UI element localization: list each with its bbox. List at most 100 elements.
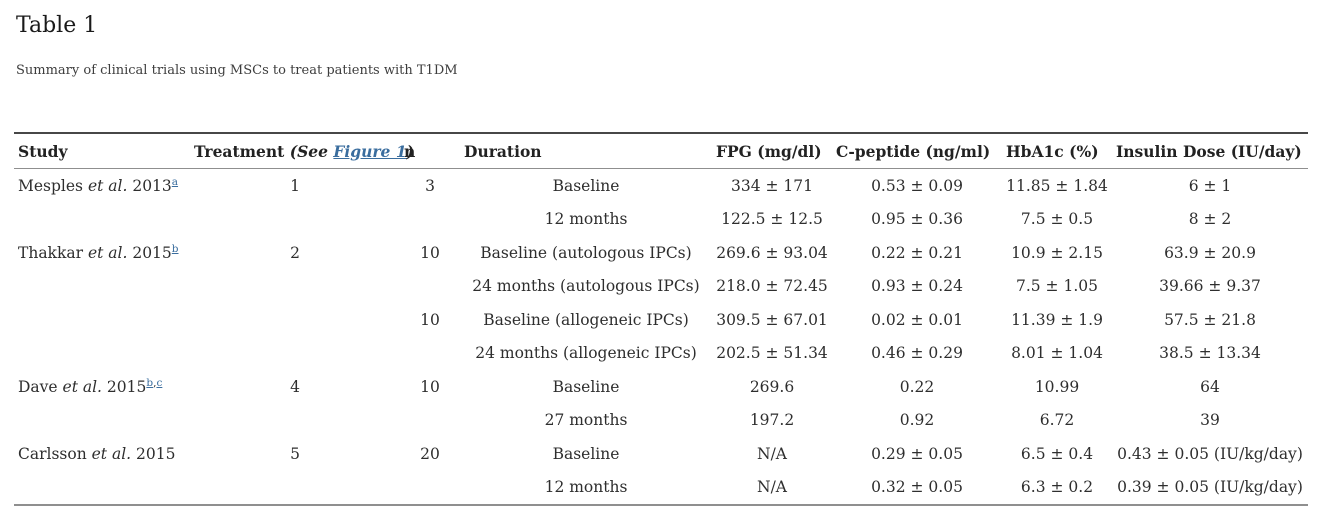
n-cell: [400, 337, 460, 371]
footnote-separator: ,: [153, 376, 157, 389]
duration-cell: 24 months (allogeneic IPCs): [475, 344, 697, 363]
header-row: Study Treatment (See Figure 1) n Duratio…: [14, 133, 1308, 169]
footnote-marker: a: [172, 176, 178, 188]
n-cell: 10: [420, 310, 440, 329]
treatment-cell: 2: [290, 243, 300, 262]
duration-cell: Baseline: [552, 377, 620, 396]
column-header-duration: Duration: [460, 133, 712, 169]
footnote-link-b[interactable]: b: [171, 242, 179, 255]
table-row: 10 Baseline (allogeneic IPCs) 309.5 ± 67.0…: [14, 303, 1308, 337]
study-cell: [14, 404, 190, 438]
column-header-study-label: Study: [18, 141, 68, 161]
duration-cell: Baseline: [552, 444, 620, 463]
cpeptide-cell: 0.29 ± 0.05: [871, 444, 963, 463]
study-year: 2015: [127, 243, 172, 262]
n-cell: 10: [420, 243, 440, 262]
fpg-cell: 334 ± 171: [730, 176, 813, 195]
treatment-cell: [190, 270, 400, 304]
treatment-cell: [190, 303, 400, 337]
n-cell: [400, 270, 460, 304]
treatment-see-text: (See: [289, 141, 334, 161]
insulin-dose-cell: 39: [1200, 411, 1220, 430]
hba1c-cell: 10.99: [1034, 377, 1080, 396]
study-year: 2015: [131, 444, 176, 463]
study-cell: [14, 203, 190, 237]
fpg-cell: 269.6 ± 93.04: [716, 243, 828, 262]
duration-cell: 12 months: [544, 478, 628, 497]
fpg-cell: 218.0 ± 72.45: [716, 277, 828, 296]
hba1c-cell: 11.85 ± 1.84: [1006, 176, 1108, 195]
treatment-cell: 4: [290, 377, 300, 396]
study-year: 2015: [102, 377, 147, 396]
footnote-marker: b: [146, 377, 153, 389]
fpg-cell: 122.5 ± 12.5: [721, 210, 823, 229]
study-year: 2013: [127, 176, 172, 195]
column-header-cpeptide: C-peptide (ng/ml): [832, 133, 1002, 169]
study-author: Dave: [18, 377, 63, 396]
duration-cell: Baseline: [552, 176, 620, 195]
study-author: Mesples: [18, 176, 88, 195]
duration-cell: 24 months (autologous IPCs): [472, 277, 700, 296]
hba1c-cell: 6.5 ± 0.4: [1020, 444, 1094, 463]
study-cell: Mesples et al. 2013a: [14, 169, 190, 203]
cpeptide-cell: 0.95 ± 0.36: [871, 210, 963, 229]
treatment-cell: [190, 203, 400, 237]
cpeptide-cell: 0.53 ± 0.09: [871, 176, 963, 195]
insulin-dose-cell: 64: [1200, 377, 1220, 396]
study-etal: et al.: [87, 176, 128, 195]
footnote-link-b[interactable]: b: [146, 376, 154, 389]
table-row: 12 months N/A 0.32 ± 0.05 6.3 ± 0.2 0.39 ± 0…: [14, 471, 1308, 506]
insulin-dose-cell: 8 ± 2: [1188, 210, 1232, 229]
cpeptide-cell: 0.22: [899, 377, 935, 396]
insulin-dose-cell: 38.5 ± 13.34: [1159, 344, 1261, 363]
insulin-dose-cell: 0.39 ± 0.05 (IU/kg/day): [1117, 478, 1303, 497]
treatment-cell: [190, 404, 400, 438]
treatment-label: Treatment: [194, 141, 290, 161]
fpg-cell: N/A: [757, 478, 787, 497]
column-header-n-label: n: [404, 141, 416, 161]
page-title: Table 1: [16, 13, 98, 38]
n-cell: [400, 404, 460, 438]
cpeptide-cell: 0.02 ± 0.01: [871, 310, 963, 329]
column-header-duration-label: Duration: [464, 141, 542, 161]
footnote-marker: b: [172, 243, 179, 255]
study-etal: et al.: [87, 243, 128, 262]
hba1c-cell: 8.01 ± 1.04: [1011, 344, 1103, 363]
insulin-dose-cell: 39.66 ± 9.37: [1159, 277, 1261, 296]
treatment-cell: 1: [290, 176, 300, 195]
table-row: Mesples et al. 2013a 1 3 Baseline 334 ± 171 0…: [14, 169, 1308, 203]
study-author: Thakkar: [18, 243, 88, 262]
study-cell: Carlsson et al. 2015: [14, 437, 190, 471]
hba1c-cell: 11.39 ± 1.9: [1011, 310, 1103, 329]
table-body: Mesples et al. 2013a 1 3 Baseline 334 ± 171 0…: [14, 169, 1308, 506]
hba1c-cell: 6.3 ± 0.2: [1020, 478, 1094, 497]
fpg-cell: 309.5 ± 67.01: [716, 310, 828, 329]
treatment-cell: 5: [290, 444, 300, 463]
study-cell: Thakkar et al. 2015b: [14, 236, 190, 270]
fpg-cell: N/A: [757, 444, 787, 463]
insulin-dose-cell: 6 ± 1: [1188, 176, 1232, 195]
duration-cell: Baseline (autologous IPCs): [480, 243, 692, 262]
figure-1-link[interactable]: Figure 1: [333, 141, 407, 161]
treatment-cell: [190, 337, 400, 371]
n-cell: 10: [420, 377, 440, 396]
n-cell: 3: [425, 176, 435, 195]
fpg-cell: 197.2: [749, 411, 795, 430]
footnote-marker: c: [156, 377, 162, 389]
table-row: 24 months (allogeneic IPCs) 202.5 ± 51.34…: [14, 337, 1308, 371]
cpeptide-cell: 0.93 ± 0.24: [871, 277, 963, 296]
cpeptide-cell: 0.22 ± 0.21: [871, 243, 963, 262]
study-cell: [14, 303, 190, 337]
footnote-link-c[interactable]: c: [156, 376, 163, 389]
cpeptide-cell: 0.46 ± 0.29: [871, 344, 963, 363]
table-header: Study Treatment (See Figure 1) n Duratio…: [14, 133, 1308, 169]
table-row: Carlsson et al. 2015 5 20 Baseline N/A 0.29 ±…: [14, 437, 1308, 471]
cpeptide-cell: 0.32 ± 0.05: [871, 478, 963, 497]
study-cell: [14, 337, 190, 371]
treatment-cell: [190, 471, 400, 506]
column-header-fpg: FPG (mg/dl): [712, 133, 832, 169]
table-row: 12 months 122.5 ± 12.5 0.95 ± 0.36 7.5 ± 0.…: [14, 203, 1308, 237]
footnote-link-a[interactable]: a: [171, 175, 179, 188]
column-header-fpg-label: FPG (mg/dl): [716, 141, 822, 161]
study-etal: et al.: [91, 444, 132, 463]
